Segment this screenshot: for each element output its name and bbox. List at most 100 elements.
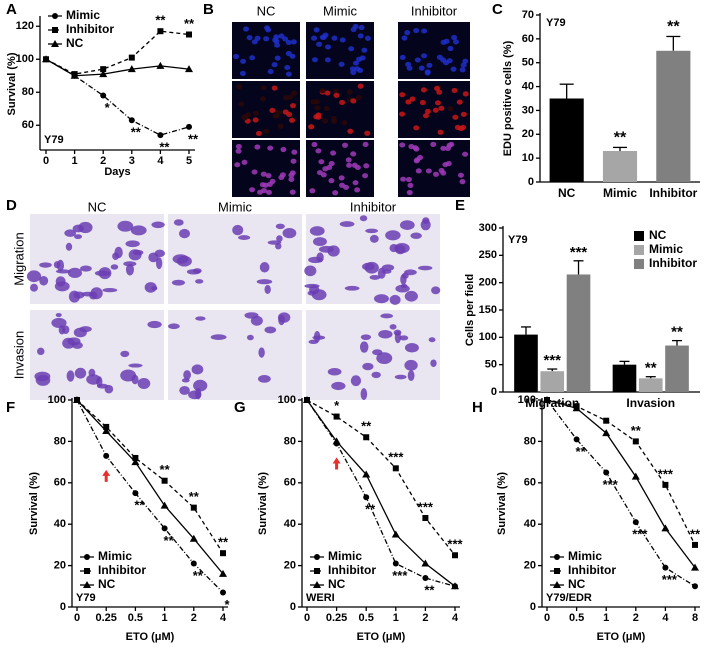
- y-tick-label: 60: [54, 477, 66, 489]
- cell: [263, 128, 270, 134]
- cell: [304, 265, 317, 277]
- significance: **: [614, 130, 627, 147]
- data-point: [100, 66, 107, 73]
- cell: [264, 25, 271, 31]
- data-point: [42, 55, 50, 63]
- cell: [339, 37, 346, 43]
- cell: [417, 265, 433, 271]
- cell: [359, 341, 369, 353]
- significance: **: [131, 125, 142, 140]
- cell: [260, 85, 267, 91]
- legend-label: Inhibitor: [568, 563, 616, 577]
- cell: [352, 180, 359, 186]
- column-label: Mimic: [218, 199, 252, 214]
- cell: [280, 146, 287, 153]
- cell: [350, 98, 357, 104]
- cell: [278, 314, 285, 326]
- panel-letter: D: [6, 197, 17, 214]
- inset-label: Y79: [508, 234, 528, 246]
- cell: [282, 109, 289, 115]
- panel-letter: E: [455, 197, 465, 214]
- cell: [426, 62, 433, 68]
- bar: [514, 334, 538, 392]
- data-point: [392, 560, 399, 567]
- x-tick-label: 2: [422, 612, 428, 624]
- cell: [344, 285, 360, 291]
- significance: **: [667, 19, 680, 36]
- inset-label: Y79: [546, 17, 566, 29]
- cell: [168, 323, 180, 330]
- cell: [365, 228, 378, 234]
- significance: ***: [418, 499, 434, 514]
- cell: [462, 91, 469, 97]
- cell: [35, 374, 51, 386]
- cell: [53, 261, 61, 269]
- data-point: [333, 413, 340, 420]
- cell: [274, 55, 281, 61]
- cell: [79, 326, 92, 333]
- cell: [389, 294, 401, 305]
- legend-label: NC: [98, 577, 116, 591]
- y-tick-label: 100: [278, 394, 296, 406]
- data-point: [602, 429, 611, 437]
- cell: [274, 42, 281, 48]
- cell: [456, 99, 463, 105]
- cell: [310, 35, 317, 41]
- data-point: [156, 61, 165, 69]
- cell: [238, 235, 251, 241]
- cell: [394, 242, 410, 254]
- cell: [265, 173, 272, 179]
- cell: [72, 224, 84, 233]
- cell: [394, 374, 407, 380]
- cell: [192, 268, 202, 274]
- cell: [320, 34, 327, 40]
- column-label: Inhibitor: [411, 3, 458, 18]
- legend-marker: [314, 568, 320, 574]
- y-tick-label: 20: [284, 560, 296, 572]
- cell: [332, 190, 339, 196]
- y-tick-label: 70: [522, 9, 534, 21]
- legend-swatch: [634, 231, 644, 241]
- cell: [454, 124, 461, 130]
- cell: [195, 279, 204, 284]
- data-point: [421, 559, 430, 567]
- cell: [67, 267, 83, 279]
- cell: [62, 337, 75, 349]
- cell: [251, 169, 258, 175]
- cell: [381, 264, 395, 272]
- cell: [424, 108, 431, 114]
- inset-label: Y79: [44, 134, 64, 146]
- cell: [440, 57, 447, 63]
- cell: [62, 325, 70, 334]
- legend-label: Mimic: [98, 549, 132, 563]
- significance: **: [631, 423, 642, 438]
- bar: [549, 98, 584, 182]
- significance: **: [189, 489, 200, 504]
- cell: [128, 363, 143, 368]
- data-point: [452, 552, 458, 559]
- cell: [266, 181, 273, 187]
- cell: [447, 105, 454, 112]
- legend-label: Inhibitor: [66, 22, 114, 36]
- cell: [282, 228, 297, 239]
- significance: ***: [658, 466, 674, 481]
- y-tick-label: 0: [530, 601, 536, 613]
- cell: [290, 90, 297, 96]
- cell: [289, 117, 296, 123]
- y-tick-label: 50: [485, 359, 497, 371]
- cell: [284, 64, 291, 71]
- legend-marker: [52, 27, 58, 33]
- cell: [308, 124, 315, 130]
- cell: [404, 290, 418, 302]
- cell: [322, 118, 329, 124]
- cell: [409, 96, 416, 102]
- cell: [210, 334, 227, 340]
- x-tick-label: 1: [393, 612, 399, 624]
- data-point: [186, 31, 192, 38]
- cell: [430, 141, 437, 147]
- data-point: [691, 563, 699, 571]
- column-label: NC: [88, 199, 107, 214]
- y-tick-label: 150: [479, 304, 497, 316]
- data-point: [692, 583, 698, 590]
- cell: [328, 160, 335, 167]
